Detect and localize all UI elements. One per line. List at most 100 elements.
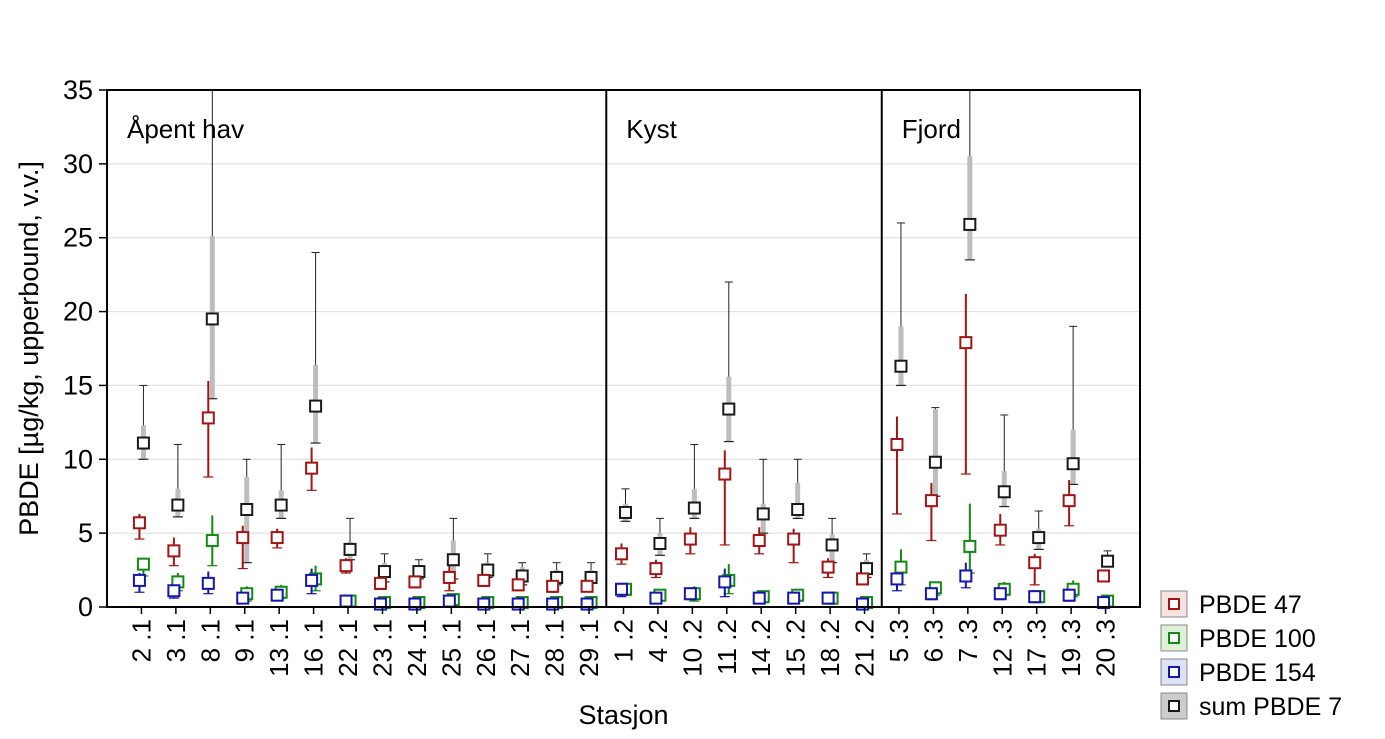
data-point [408, 575, 422, 589]
data-point [477, 597, 491, 611]
data-point [446, 553, 460, 567]
y-tick-label: 35 [63, 75, 93, 105]
legend-label: PBDE 154 [1199, 659, 1316, 687]
y-tick-label: 25 [63, 223, 93, 253]
x-tick-label: 25 .1 [436, 619, 466, 677]
data-point [890, 572, 904, 586]
y-axis-title: PBDE [µg/kg, upperbound, v.v.] [14, 161, 44, 536]
data-point [787, 591, 801, 605]
y-tick-label: 30 [63, 149, 93, 179]
data-point [791, 503, 805, 517]
data-point [132, 516, 146, 530]
x-tick-label: 1 .2 [609, 619, 639, 662]
data-point [171, 498, 185, 512]
x-tick-label: 15 .2 [781, 619, 811, 677]
region-labels: Åpent hav Kyst Fjord [127, 114, 961, 144]
data-point [442, 594, 456, 608]
x-tick-label: 26 .1 [471, 619, 501, 677]
data-point [787, 532, 801, 546]
x-tick-label: 17 .3 [1022, 619, 1052, 677]
data-point [993, 523, 1007, 537]
data-point [136, 557, 150, 571]
data-point [683, 587, 697, 601]
legend: PBDE 47 PBDE 100 PBDE 154 sum PBDE 7 [1160, 590, 1342, 721]
data-point [963, 217, 977, 231]
x-tick-label: 8 .1 [195, 619, 225, 662]
x-tick-label: 2 .1 [126, 619, 156, 662]
x-tick-label: 27 .1 [505, 619, 535, 677]
data-point [373, 576, 387, 590]
data-point [894, 560, 908, 574]
legend-label: sum PBDE 7 [1199, 693, 1342, 721]
data-point [408, 597, 422, 611]
x-tick-label: 7 .3 [953, 619, 983, 662]
grid-lines [107, 163, 1140, 534]
data-point [511, 578, 525, 592]
data-point [821, 591, 835, 605]
data-point [580, 597, 594, 611]
legend-marker [1168, 666, 1180, 678]
y-tick-label: 15 [63, 370, 93, 400]
data-point [649, 562, 663, 576]
data-point [305, 573, 319, 587]
data-point [890, 438, 904, 452]
data-point [339, 594, 353, 608]
x-tick-label: 16 .1 [299, 619, 329, 677]
data-point [649, 591, 663, 605]
data-point [856, 572, 870, 586]
y-tick-label: 10 [63, 444, 93, 474]
data-point [959, 336, 973, 350]
data-point [167, 584, 181, 598]
data-point [339, 559, 353, 573]
x-tick-label: 13 .1 [264, 619, 294, 677]
data-point [1097, 596, 1111, 610]
data-point [580, 579, 594, 593]
legend-marker [1168, 632, 1180, 644]
y-tick-label: 20 [63, 297, 93, 327]
data-point [205, 534, 219, 548]
data-point [343, 542, 357, 556]
x-tick-label: 10 .2 [677, 619, 707, 677]
data-point [305, 461, 319, 475]
x-tick-label: 28 .1 [540, 619, 570, 677]
data-point [687, 501, 701, 515]
legend-label: PBDE 47 [1199, 591, 1302, 619]
data-point [928, 455, 942, 469]
data-point [1066, 457, 1080, 471]
data-point [511, 597, 525, 611]
data-point [201, 411, 215, 425]
data-point [274, 498, 288, 512]
x-axis-ticks: 2 .1 3 .1 8 .1 9 .1 13 .1 16 .1 22 .1 23 .1 24 .… [126, 607, 1121, 677]
data-point [718, 467, 732, 481]
data-point [205, 312, 219, 326]
y-tick-label: 5 [78, 518, 93, 548]
x-tick-label: 4 .2 [643, 619, 673, 662]
data-point [752, 534, 766, 548]
data-markers [132, 217, 1115, 611]
data-point [167, 544, 181, 558]
data-point [477, 573, 491, 587]
x-axis-title: Stasjon [578, 700, 668, 730]
data-point [1028, 556, 1042, 570]
x-tick-label: 22 .1 [333, 619, 363, 677]
data-point [718, 575, 732, 589]
region-label: Kyst [626, 114, 677, 144]
data-point [683, 532, 697, 546]
x-tick-label: 18 .2 [815, 619, 845, 677]
data-point [825, 538, 839, 552]
x-tick-label: 23 .1 [367, 619, 397, 677]
x-tick-label: 20 .3 [1091, 619, 1121, 677]
data-point [546, 597, 560, 611]
data-point [236, 591, 250, 605]
data-point [270, 588, 284, 602]
data-point [722, 402, 736, 416]
data-point [653, 536, 667, 550]
data-point [752, 591, 766, 605]
data-point [240, 503, 254, 517]
data-point [1032, 531, 1046, 545]
data-point [963, 539, 977, 553]
y-axis-ticks: 0 5 10 15 20 25 30 35 [63, 75, 107, 622]
x-tick-label: 3 .1 [161, 619, 191, 662]
data-point [270, 531, 284, 545]
